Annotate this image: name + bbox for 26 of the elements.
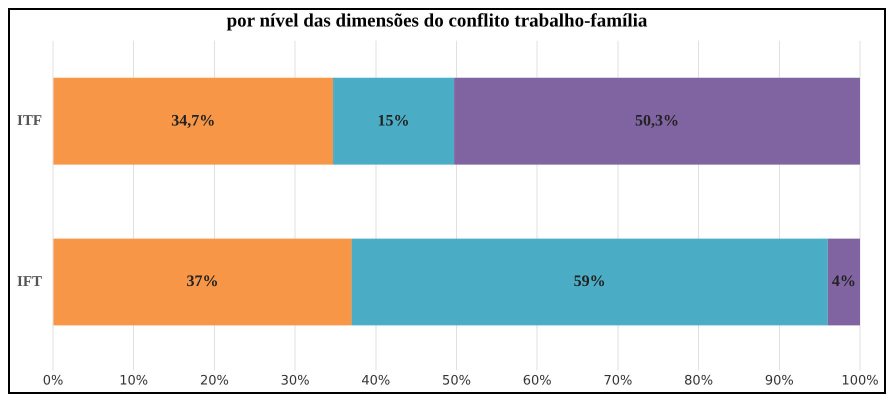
x-tick-label: 70% [603, 374, 632, 389]
data-label: 15% [378, 112, 410, 130]
data-label: 50,3% [635, 112, 680, 130]
bar [828, 238, 860, 326]
x-tick-label: 80% [684, 374, 714, 389]
bar [333, 78, 454, 165]
x-tick-label: 0% [42, 374, 64, 389]
x-tick-label: 90% [764, 374, 794, 389]
bar [54, 238, 352, 326]
data-label: 59% [574, 273, 606, 290]
data-label: 37% [186, 273, 219, 290]
x-tick-label: 40% [361, 374, 390, 389]
y-tick-label: ITF [16, 113, 42, 130]
data-label: 34,7% [171, 112, 216, 130]
bar [54, 78, 334, 165]
x-tick-label: 100% [841, 374, 879, 389]
bar [352, 238, 828, 326]
x-tick-label: 50% [442, 374, 471, 389]
x-tick-label: 20% [200, 374, 229, 389]
x-tick-label: 10% [119, 374, 148, 389]
x-tick-label: 30% [280, 374, 310, 389]
y-tick-label: IFT [16, 274, 42, 290]
x-tick-label: 60% [522, 374, 552, 389]
bar [454, 78, 860, 165]
chart-title: por nível das dimensões do conflito trabalho-família [226, 10, 648, 32]
data-label: 4% [832, 273, 856, 290]
